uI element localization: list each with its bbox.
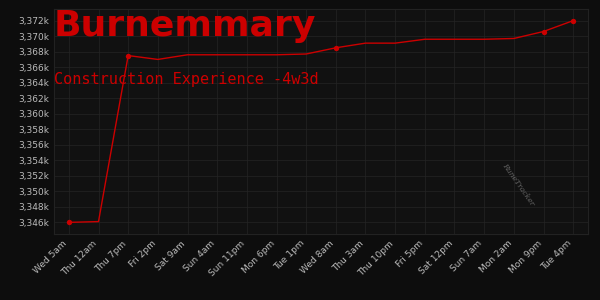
Point — [331, 45, 341, 50]
Text: Construction Experience -4w3d: Construction Experience -4w3d — [54, 72, 319, 87]
Point — [539, 29, 548, 34]
Point — [568, 18, 578, 23]
Text: Burnemmary: Burnemmary — [54, 9, 316, 43]
Text: RuneTracker: RuneTracker — [501, 162, 536, 207]
Point — [64, 220, 74, 225]
Point — [124, 53, 133, 58]
